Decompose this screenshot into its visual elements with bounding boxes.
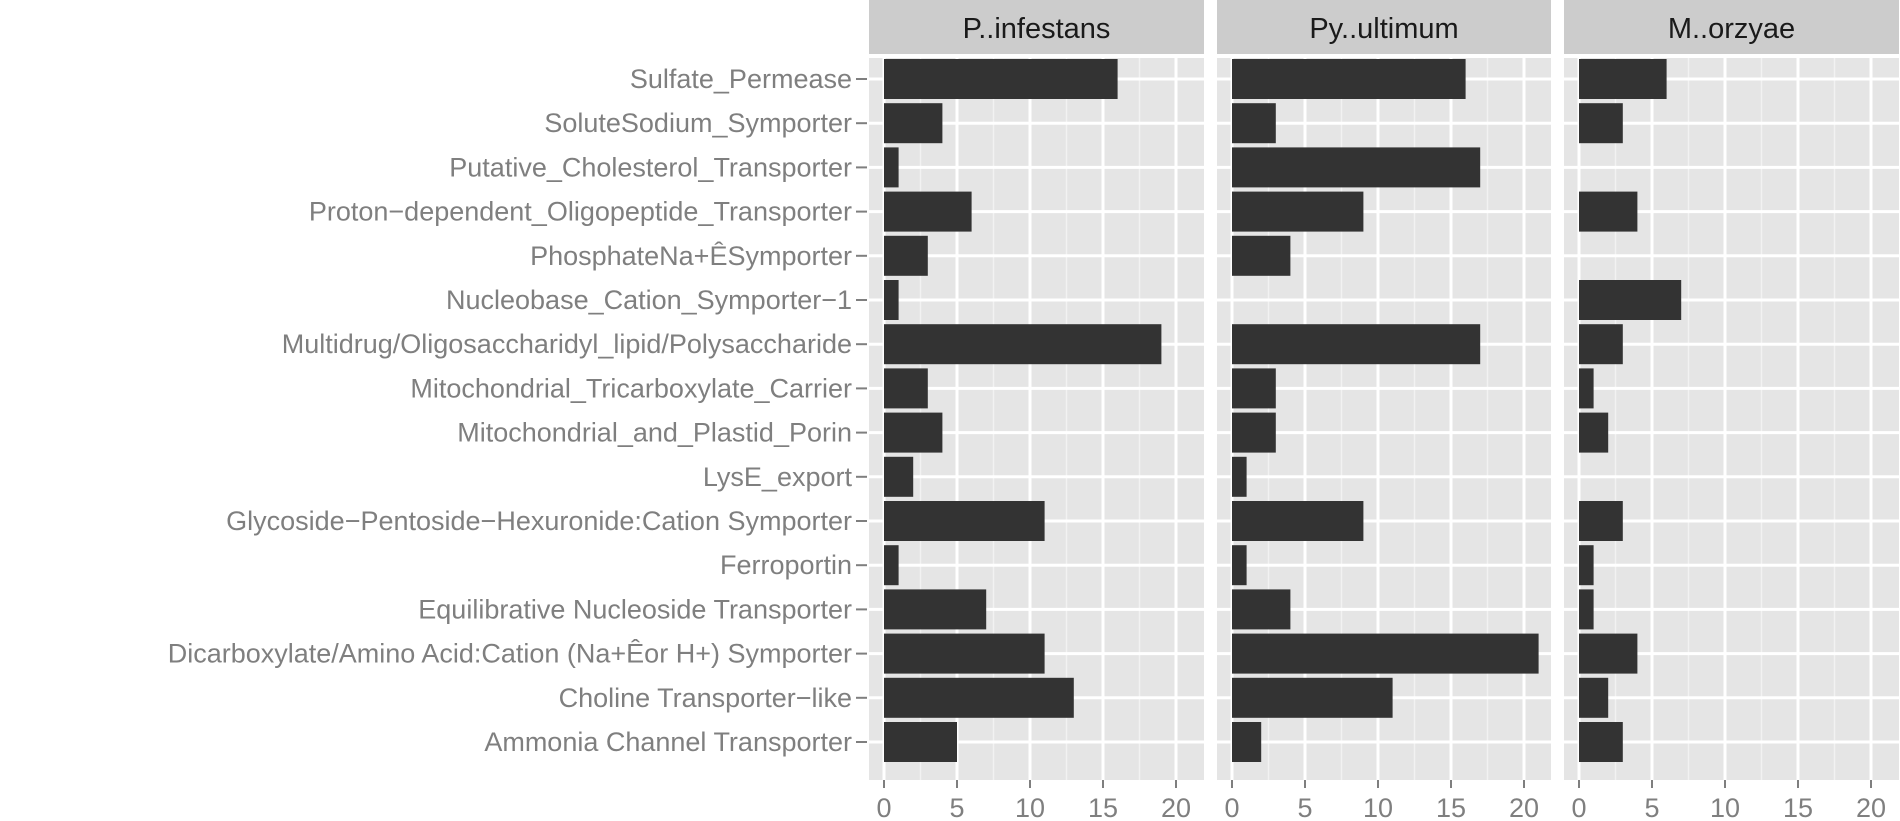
category-label: Ammonia Channel Transporter (484, 727, 852, 757)
bar (1579, 191, 1638, 232)
bar (1232, 59, 1466, 99)
bar (884, 324, 1162, 365)
bar (1232, 456, 1247, 497)
bar (1232, 589, 1291, 630)
category-label: SoluteSodium_Symporter (544, 108, 852, 138)
x-tick-label: 0 (1571, 793, 1586, 821)
category-label: PhosphateNa+ÊSymporter (530, 240, 852, 271)
bar (1579, 545, 1594, 586)
bar (1232, 103, 1276, 144)
bar (884, 589, 987, 630)
x-tick-label: 0 (876, 793, 891, 821)
bar (884, 191, 972, 232)
category-label: Equilibrative Nucleoside Transporter (418, 594, 852, 624)
bar (1232, 677, 1393, 718)
bar (884, 633, 1045, 674)
x-tick-label: 10 (1363, 793, 1393, 821)
category-label: Multidrug/Oligosaccharidyl_lipid/Polysac… (282, 329, 852, 359)
category-label: Ferroportin (720, 550, 852, 580)
x-tick-label: 20 (1509, 793, 1539, 821)
bar (1579, 501, 1623, 541)
bar (1232, 412, 1276, 453)
bar (884, 501, 1045, 541)
x-tick-label: 15 (1783, 793, 1813, 821)
bar (884, 456, 914, 497)
bar (1579, 368, 1594, 409)
category-label: Sulfate_Permease (630, 64, 852, 94)
category-label: Putative_Cholesterol_Transporter (449, 152, 852, 182)
bar (884, 59, 1118, 99)
bar (1579, 633, 1638, 674)
x-tick-label: 5 (949, 793, 964, 821)
bar (884, 280, 899, 320)
facet-strip (1564, 0, 1899, 54)
bar (1579, 589, 1594, 630)
bar (884, 722, 957, 762)
x-tick-label: 5 (1297, 793, 1312, 821)
facet-strip (1217, 0, 1551, 54)
category-label: Glycoside−Pentoside−Hexuronide:Cation Sy… (226, 506, 852, 536)
bar (1232, 191, 1364, 232)
facet-label: P..infestans (963, 13, 1111, 45)
x-tick-label: 10 (1015, 793, 1045, 821)
bar (1579, 677, 1609, 718)
x-tick-label: 20 (1161, 793, 1191, 821)
bar (884, 368, 928, 409)
bar (884, 147, 899, 188)
bar (1232, 501, 1364, 541)
bar (1232, 235, 1291, 276)
bar (1579, 280, 1682, 320)
bar (884, 412, 943, 453)
x-tick-label: 10 (1710, 793, 1740, 821)
x-tick-label: 15 (1088, 793, 1118, 821)
category-label: Nucleobase_Cation_Symporter−1 (446, 285, 852, 315)
bar (884, 235, 928, 276)
category-label: Dicarboxylate/Amino Acid:Cation (Na+Êor … (168, 638, 852, 669)
bar (1232, 324, 1481, 365)
facet-strip (869, 0, 1204, 54)
x-tick-label: 20 (1856, 793, 1886, 821)
bar (1232, 545, 1247, 586)
bar (1579, 59, 1667, 99)
x-tick-label: 15 (1436, 793, 1466, 821)
x-tick-label: 0 (1224, 793, 1239, 821)
x-tick-label: 5 (1644, 793, 1659, 821)
bar (1232, 633, 1539, 674)
bar (884, 677, 1074, 718)
category-label: Mitochondrial_and_Plastid_Porin (457, 418, 852, 448)
bar (884, 545, 899, 586)
bar (1232, 368, 1276, 409)
category-label: Choline Transporter−like (559, 683, 852, 713)
bar (884, 103, 943, 144)
bar (1232, 147, 1481, 188)
category-label: Mitochondrial_Tricarboxylate_Carrier (410, 373, 852, 403)
bar (1579, 412, 1609, 453)
facet-label: Py..ultimum (1309, 13, 1458, 45)
bar (1579, 722, 1623, 762)
bar (1579, 324, 1623, 365)
category-label: Proton−dependent_Oligopeptide_Transporte… (309, 197, 852, 227)
facet-label: M..orzyae (1668, 13, 1795, 45)
category-label: LysE_export (703, 462, 853, 492)
bar (1579, 103, 1623, 144)
bar (1232, 722, 1262, 762)
